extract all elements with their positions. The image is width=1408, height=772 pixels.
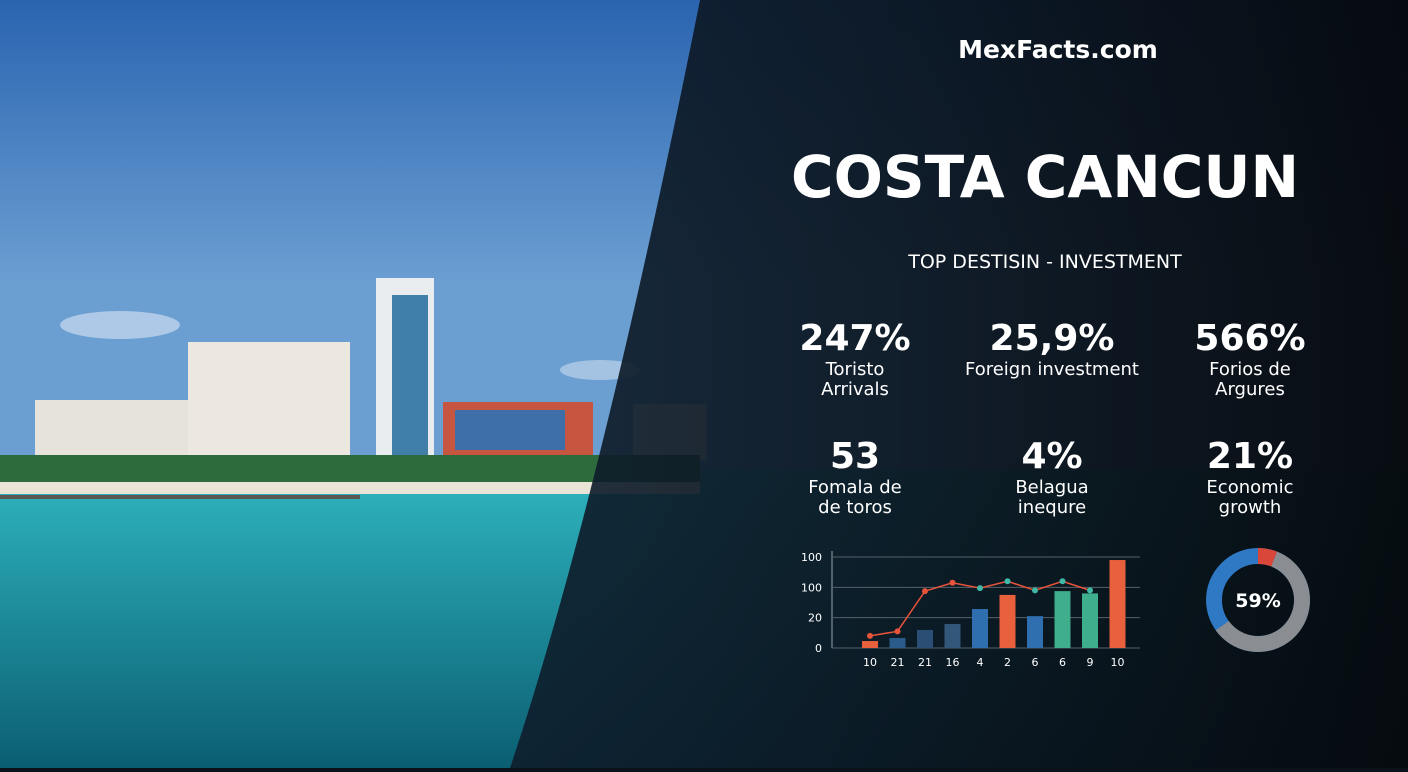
x-tick-label: 6 (1032, 656, 1039, 669)
bar (944, 624, 961, 648)
donut-label: 59% (1235, 590, 1280, 612)
trend-point (1059, 578, 1066, 585)
donut: 59% (1206, 548, 1310, 652)
mini-chart: 0 20 100 100 10 21 21 16 4 2 6 6 9 10 (801, 551, 1140, 669)
y-tick-label: 100 (801, 551, 822, 564)
x-tick-label: 4 (977, 656, 984, 669)
stat-label: de toros (818, 497, 892, 518)
x-tick-label: 6 (1059, 656, 1066, 669)
stat-label: Forios de (1209, 359, 1291, 380)
y-tick-label: 100 (801, 581, 822, 594)
stat-label: Foreign investment (965, 359, 1139, 380)
x-tick-label: 2 (1004, 656, 1011, 669)
stat-value: 53 (830, 436, 880, 477)
stat-label: Fomala de (808, 477, 902, 498)
x-tick-label: 10 (863, 656, 877, 669)
dark-panel (510, 0, 1408, 768)
bar (1082, 593, 1098, 648)
title: COSTA CANCUN (791, 143, 1299, 211)
trend-point (1032, 587, 1038, 594)
stat-label: Arrivals (821, 379, 889, 400)
bar (999, 594, 1016, 648)
trend-point (894, 628, 901, 635)
trend-point (977, 585, 983, 592)
stat-value: 21% (1207, 436, 1293, 477)
stat-label: Economic (1206, 477, 1293, 498)
bar (862, 641, 878, 648)
x-tick-label: 21 (918, 656, 932, 669)
donut-arc (1206, 548, 1310, 652)
bar (1054, 591, 1071, 648)
trend-point (949, 579, 956, 586)
trend-point (1004, 578, 1011, 585)
x-tick-label: 9 (1087, 656, 1094, 669)
stat-label: Toristo (825, 359, 885, 380)
bar (1027, 616, 1043, 648)
bar (889, 637, 906, 648)
bar (917, 629, 933, 648)
stat-value: 25,9% (990, 318, 1115, 359)
y-tick-label: 20 (808, 612, 822, 625)
stat-label: growth (1219, 497, 1282, 518)
stat-label: Argures (1215, 379, 1285, 400)
brand: MexFacts.com (958, 35, 1158, 64)
bar (972, 609, 988, 648)
stat-label: inequre (1018, 497, 1086, 518)
x-tick-label: 16 (946, 656, 960, 669)
trend-point (867, 632, 873, 639)
bar (1109, 560, 1126, 648)
x-tick-label: 21 (891, 656, 905, 669)
trend-point (922, 588, 928, 595)
y-tick-label: 0 (815, 642, 822, 655)
trend-point (1087, 587, 1093, 594)
stat-value: 4% (1021, 436, 1082, 477)
subtitle: TOP DESTISIN - INVESTMENT (907, 251, 1182, 273)
donut-accent (1206, 548, 1310, 652)
stat-label: Belagua (1015, 477, 1088, 498)
stat-value: 566% (1194, 318, 1305, 359)
stat-value: 247% (799, 318, 910, 359)
x-tick-label: 10 (1111, 656, 1125, 669)
